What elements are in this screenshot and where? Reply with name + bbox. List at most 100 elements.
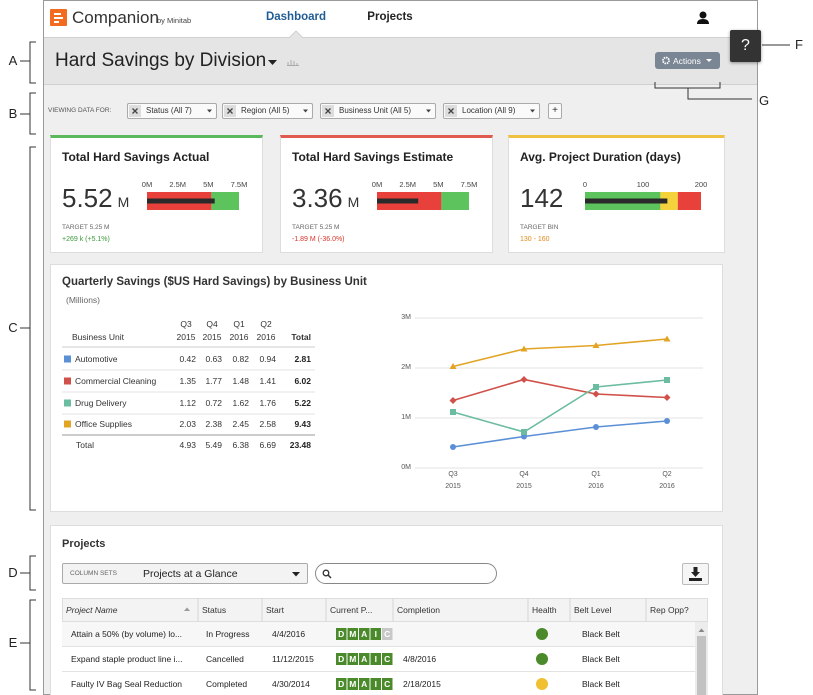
bullet-tick-label: 7.5M: [460, 179, 478, 189]
cell-total: 2.81: [294, 353, 311, 364]
bullet-tick-label: 200: [694, 179, 708, 189]
nav-link[interactable]: Projects: [367, 11, 413, 24]
row-label: Drug Delivery: [75, 397, 127, 408]
download-button[interactable]: [682, 563, 709, 585]
add-filter-label[interactable]: +: [552, 105, 558, 116]
column-set-select[interactable]: [62, 563, 308, 584]
cell: 1.62: [232, 397, 249, 408]
cell-total: 9.43: [294, 418, 311, 429]
cell: 4/8/2016: [403, 653, 437, 664]
kpi-delta: +269 k (+5.1%): [62, 235, 110, 243]
column-header: Total: [291, 331, 311, 342]
y-tick-label: 0M: [401, 463, 411, 471]
x-tick-label: Q2: [662, 470, 672, 478]
table-header: [62, 598, 708, 622]
cell: 0.63: [205, 353, 222, 364]
cell: 1.76: [259, 397, 276, 408]
callout-letter: F: [795, 37, 803, 53]
column-header: Q1: [233, 318, 245, 329]
row-label: Commercial Cleaning: [75, 375, 157, 386]
column-header[interactable]: Current P...: [330, 604, 373, 615]
column-header[interactable]: Start: [266, 604, 284, 615]
column-header[interactable]: Completion: [397, 604, 440, 615]
nav-link[interactable]: Dashboard: [265, 11, 327, 24]
help-button[interactable]: [730, 30, 761, 62]
cell: Expand staple product line i...: [71, 653, 183, 664]
cell: Black Belt: [582, 628, 620, 639]
kpi-title: Avg. Project Duration (days): [520, 149, 681, 164]
kpi-title: Total Hard Savings Estimate: [292, 149, 454, 164]
bullet-tick-label: 5M: [203, 179, 214, 189]
bullet-tick-label: 0: [582, 179, 588, 189]
kpi-target: TARGET 5.25 M: [62, 224, 110, 232]
add-filter[interactable]: [548, 103, 562, 119]
kpi-value: 142: [520, 183, 563, 214]
cell-total: 23.48: [289, 439, 311, 450]
row-label: Automotive: [75, 353, 118, 364]
filter-chip-label[interactable]: Region (All 5): [241, 106, 290, 116]
column-header: Q4: [206, 318, 218, 329]
select-value[interactable]: Projects at a Glance: [143, 567, 238, 580]
cell: 4/30/2014: [272, 678, 310, 689]
actions-label[interactable]: Actions: [673, 55, 701, 66]
top-nav: [44, 1, 757, 38]
cell: In Progress: [206, 628, 250, 639]
kpi-number: 142: [520, 183, 564, 213]
x-tick-label: 2016: [588, 482, 604, 490]
kpi-delta: -1.89 M (-36.0%): [292, 235, 345, 243]
row-label: Office Supplies: [75, 418, 133, 429]
scrollbar-thumb[interactable]: [697, 636, 706, 695]
column-header[interactable]: Belt Level: [574, 604, 612, 615]
filter-chip-label[interactable]: Status (All 7): [146, 106, 192, 116]
cell: 2.03: [179, 418, 196, 429]
x-tick-label: Q3: [448, 470, 458, 478]
cell: 0.94: [259, 353, 276, 364]
filter-chip[interactable]: [127, 103, 217, 119]
cell: Faulty IV Bag Seal Reduction: [71, 678, 183, 689]
bullet-tick-label: 0M: [141, 179, 153, 189]
cell: 4.93: [179, 439, 196, 450]
search-box[interactable]: [315, 563, 497, 584]
filter-chip[interactable]: [443, 103, 540, 119]
filter-chip[interactable]: [320, 103, 436, 119]
cell: 6.69: [259, 439, 276, 450]
cell: 1.12: [179, 397, 196, 408]
cell: 1.77: [205, 375, 222, 386]
filter-chip-label[interactable]: Business Unit (All 5): [339, 106, 412, 116]
kpi-value: 5.52 M: [62, 183, 129, 214]
x-tick-label: Q4: [519, 470, 529, 478]
column-header[interactable]: Project Name: [66, 604, 118, 615]
callout-letter: A: [8, 53, 18, 69]
bullet-tick-label: 2.5M: [169, 179, 186, 189]
callout-letter: B: [8, 106, 18, 122]
bullet-tick-label: 7.5M: [230, 179, 248, 189]
column-header[interactable]: Rep Opp?: [650, 604, 689, 615]
column-header: 2016: [256, 331, 276, 342]
cell: Completed: [206, 678, 248, 689]
total-label: Total: [76, 439, 94, 450]
bullet-tick-label: 5M: [433, 179, 444, 189]
column-header[interactable]: Status: [202, 604, 227, 615]
column-header: Q2: [260, 318, 272, 329]
x-tick-label: Q1: [591, 470, 601, 478]
cell: 1.35: [179, 375, 196, 386]
kpi-unit: M: [117, 194, 130, 210]
bullet-tick-label: 0M: [371, 179, 383, 189]
help-label[interactable]: ?: [741, 37, 750, 55]
select-label[interactable]: COLUMN SETS: [70, 570, 117, 578]
column-header: Business Unit: [72, 331, 124, 342]
column-header[interactable]: Health: [532, 604, 557, 615]
x-tick-label: 2016: [659, 482, 675, 490]
filter-chip[interactable]: [222, 103, 313, 119]
kpi-value: 3.36 M: [292, 183, 359, 214]
kpi-number: 5.52: [62, 183, 113, 213]
column-header: 2016: [229, 331, 249, 342]
callout-letter: E: [8, 635, 18, 651]
cell: 2.38: [205, 418, 222, 429]
callout-letter: D: [8, 565, 18, 581]
x-tick-label: 2015: [516, 482, 532, 490]
cell-total: 5.22: [294, 397, 311, 408]
filter-chip-label[interactable]: Location (All 9): [462, 106, 516, 116]
actions-button[interactable]: [655, 52, 720, 69]
cell: 6.38: [232, 439, 249, 450]
